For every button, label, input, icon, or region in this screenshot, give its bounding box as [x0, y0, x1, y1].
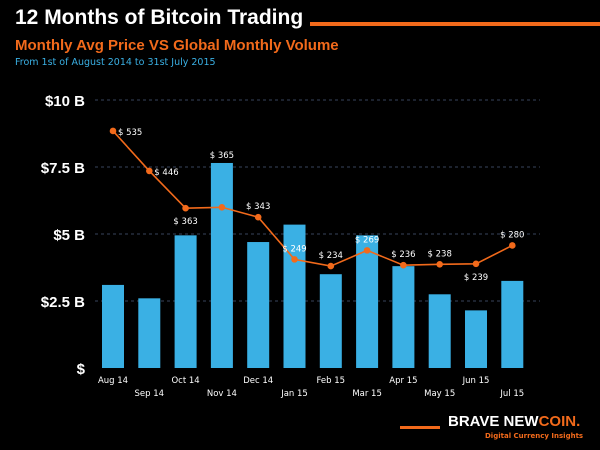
- price-point: [436, 261, 444, 268]
- price-label: $ 365: [210, 151, 234, 161]
- y-tick-label: $: [77, 361, 86, 378]
- bar-apr-15: [392, 266, 415, 368]
- bar-mar-15: [356, 235, 379, 368]
- brand-logo: BRAVE NEWCOIN.: [448, 413, 581, 430]
- price-label: $ 238: [428, 249, 452, 259]
- chart-subtitle: Monthly Avg Price VS Global Monthly Volu…: [15, 37, 339, 54]
- x-tick-label: Jul 15: [499, 389, 524, 399]
- x-tick-label: Oct 14: [171, 376, 199, 386]
- brand-rule: [400, 426, 440, 429]
- bar-may-15: [428, 294, 451, 368]
- brand-tagline: Digital Currency Insights: [485, 432, 584, 440]
- bar-nov-14: [210, 162, 233, 368]
- price-point: [509, 242, 516, 249]
- price-label: $ 446: [154, 168, 178, 178]
- price-label: $ 343: [246, 202, 270, 212]
- x-tick-label: May 15: [424, 389, 455, 399]
- price-label: $ 249: [282, 244, 306, 254]
- x-tick-label: Aug 14: [98, 376, 128, 386]
- x-tick-label: Jun 15: [462, 376, 490, 386]
- bar-aug-14: [102, 284, 124, 368]
- price-point: [146, 167, 153, 175]
- price-point: [363, 247, 371, 254]
- bar-feb-15: [319, 274, 342, 368]
- chart-title: 12 Months of Bitcoin Trading: [15, 6, 304, 29]
- price-line: [112, 130, 513, 267]
- bar-dec-14: [247, 242, 270, 368]
- price-point: [109, 127, 117, 135]
- bar-oct-14: [174, 235, 197, 368]
- x-tick-label: Dec 14: [243, 376, 273, 386]
- bar-jun-15: [465, 310, 487, 368]
- price-point: [472, 260, 480, 268]
- x-tick-label: Jan 15: [280, 389, 308, 399]
- x-tick-label: Mar 15: [352, 389, 382, 399]
- price-label: $ 269: [355, 235, 379, 245]
- price-point: [182, 204, 189, 212]
- x-tick-label: Nov 14: [207, 389, 237, 399]
- price-label: $ 363: [173, 217, 197, 227]
- y-tick-label: $7.5 B: [41, 160, 85, 177]
- y-tick-label: $10 B: [45, 93, 85, 110]
- price-point: [218, 203, 226, 211]
- price-point: [254, 213, 262, 221]
- price-point: [327, 262, 335, 270]
- x-tick-label: Apr 15: [389, 376, 417, 386]
- price-label: $ 535: [118, 128, 142, 138]
- price-label: $ 239: [464, 273, 488, 283]
- price-label: $ 234: [319, 251, 343, 261]
- bar-jul-15: [501, 280, 524, 368]
- chart: $ $2.5 B $5 B $7.5 B $10 B Aug 14 Sep 14 Oct 14…: [41, 93, 540, 399]
- y-tick-label: $2.5 B: [41, 294, 85, 311]
- x-tick-label: Sep 14: [135, 389, 165, 399]
- price-point: [400, 261, 407, 269]
- price-point: [291, 256, 298, 263]
- title-rule: [310, 22, 600, 26]
- x-tick-label: Feb 15: [317, 376, 346, 386]
- date-range: From 1st of August 2014 to 31st July 201…: [15, 57, 216, 68]
- price-label: $ 236: [391, 250, 415, 260]
- y-tick-label: $5 B: [53, 227, 85, 244]
- price-label: $ 280: [500, 230, 524, 240]
- bar-sep-14: [138, 298, 161, 368]
